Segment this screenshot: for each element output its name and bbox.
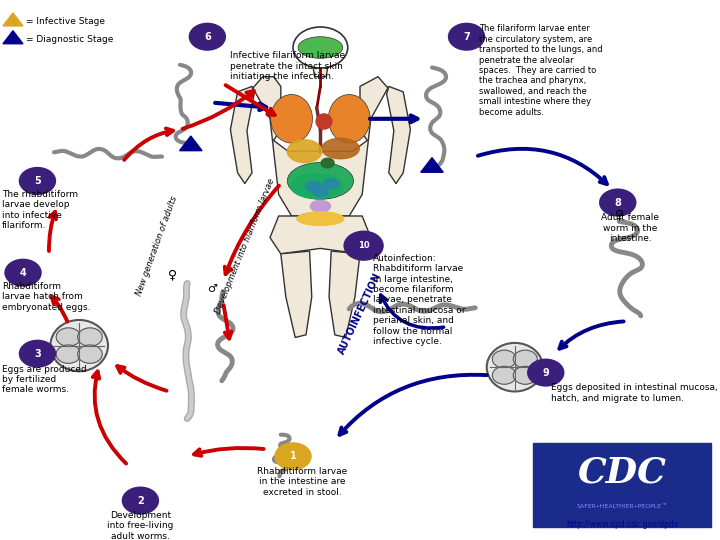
Text: Eggs deposited in intestinal mucosa,
hatch, and migrate to lumen.: Eggs deposited in intestinal mucosa, hat… bbox=[551, 383, 718, 403]
Polygon shape bbox=[313, 68, 328, 77]
Circle shape bbox=[492, 366, 516, 384]
Polygon shape bbox=[230, 86, 254, 184]
Circle shape bbox=[513, 366, 537, 384]
Circle shape bbox=[274, 442, 312, 470]
Ellipse shape bbox=[50, 320, 108, 372]
Text: The filariform larvae enter
the circulatory system, are
transported to the lungs: The filariform larvae enter the circulat… bbox=[479, 24, 603, 117]
Ellipse shape bbox=[298, 37, 343, 58]
Text: SAFER•HEALTHIER•PEOPLE™: SAFER•HEALTHIER•PEOPLE™ bbox=[577, 504, 667, 509]
Text: Autoinfection:
Rhabditiform larvae
in large intestine,
become filariform
larvae,: Autoinfection: Rhabditiform larvae in la… bbox=[373, 254, 465, 346]
Text: Rhabditiform
larvae hatch from
embryonated eggs.: Rhabditiform larvae hatch from embryonat… bbox=[2, 282, 91, 312]
Text: New generation of adults: New generation of adults bbox=[135, 194, 179, 297]
Text: http://www.dpd.cdc.gov/dpdx: http://www.dpd.cdc.gov/dpdx bbox=[566, 520, 678, 529]
Text: 4: 4 bbox=[19, 268, 27, 278]
Ellipse shape bbox=[321, 158, 334, 168]
Circle shape bbox=[19, 167, 56, 195]
FancyBboxPatch shape bbox=[534, 444, 710, 513]
Ellipse shape bbox=[323, 179, 339, 188]
Text: 9: 9 bbox=[542, 368, 549, 377]
Text: The rhabditiform
larvae develop
into infective
filariform.: The rhabditiform larvae develop into inf… bbox=[2, 190, 78, 230]
Ellipse shape bbox=[310, 200, 330, 212]
Text: Rhabditiform larvae
in the intestine are
excreted in stool.: Rhabditiform larvae in the intestine are… bbox=[257, 467, 348, 497]
Text: Development into filariform larvae: Development into filariform larvae bbox=[213, 177, 276, 315]
Ellipse shape bbox=[271, 94, 312, 143]
Text: Infective filariform larvae
penetrate the intact skin
initiating the infection.: Infective filariform larvae penetrate th… bbox=[230, 51, 346, 81]
Circle shape bbox=[19, 340, 56, 368]
Text: = Infective Stage: = Infective Stage bbox=[26, 17, 105, 26]
Circle shape bbox=[78, 328, 102, 346]
Text: ♂: ♂ bbox=[207, 284, 217, 294]
Ellipse shape bbox=[287, 163, 354, 199]
Text: 1: 1 bbox=[289, 451, 297, 461]
Ellipse shape bbox=[487, 343, 543, 391]
Circle shape bbox=[448, 23, 485, 51]
Ellipse shape bbox=[312, 187, 328, 197]
Circle shape bbox=[343, 231, 384, 261]
Text: 6: 6 bbox=[204, 32, 211, 42]
Ellipse shape bbox=[305, 181, 321, 191]
Text: 10: 10 bbox=[358, 241, 369, 250]
Ellipse shape bbox=[316, 114, 332, 129]
Text: = Diagnostic Stage: = Diagnostic Stage bbox=[26, 35, 113, 44]
Circle shape bbox=[492, 350, 516, 368]
Polygon shape bbox=[387, 86, 410, 184]
Text: 7: 7 bbox=[463, 32, 470, 42]
Text: CDC: CDC bbox=[577, 456, 667, 489]
Ellipse shape bbox=[322, 138, 359, 159]
Text: 2: 2 bbox=[137, 496, 144, 505]
Text: 5: 5 bbox=[34, 176, 41, 186]
Text: ♀: ♀ bbox=[615, 208, 624, 222]
Circle shape bbox=[56, 328, 81, 346]
Ellipse shape bbox=[291, 174, 343, 199]
Circle shape bbox=[189, 23, 226, 51]
Text: Development
into free-living
adult worms.: Development into free-living adult worms… bbox=[107, 511, 174, 540]
Circle shape bbox=[122, 487, 159, 515]
Ellipse shape bbox=[297, 212, 344, 226]
Polygon shape bbox=[245, 77, 396, 216]
Circle shape bbox=[527, 359, 564, 387]
Ellipse shape bbox=[287, 140, 322, 163]
Circle shape bbox=[4, 259, 42, 287]
Polygon shape bbox=[329, 251, 360, 338]
Circle shape bbox=[513, 350, 537, 368]
Text: 3: 3 bbox=[34, 349, 41, 359]
FancyBboxPatch shape bbox=[533, 443, 711, 526]
Circle shape bbox=[599, 188, 636, 217]
Polygon shape bbox=[281, 251, 312, 338]
Text: Adult female
worm in the
intestine.: Adult female worm in the intestine. bbox=[601, 213, 659, 243]
Text: AUTOINFECTION: AUTOINFECTION bbox=[337, 271, 383, 355]
Text: 8: 8 bbox=[614, 198, 621, 207]
Text: Eggs are produced
by fertilized
female worms.: Eggs are produced by fertilized female w… bbox=[2, 364, 87, 394]
Circle shape bbox=[56, 345, 81, 363]
Circle shape bbox=[78, 345, 102, 363]
Polygon shape bbox=[270, 216, 371, 254]
Text: ♀: ♀ bbox=[168, 268, 177, 281]
Ellipse shape bbox=[328, 94, 370, 143]
